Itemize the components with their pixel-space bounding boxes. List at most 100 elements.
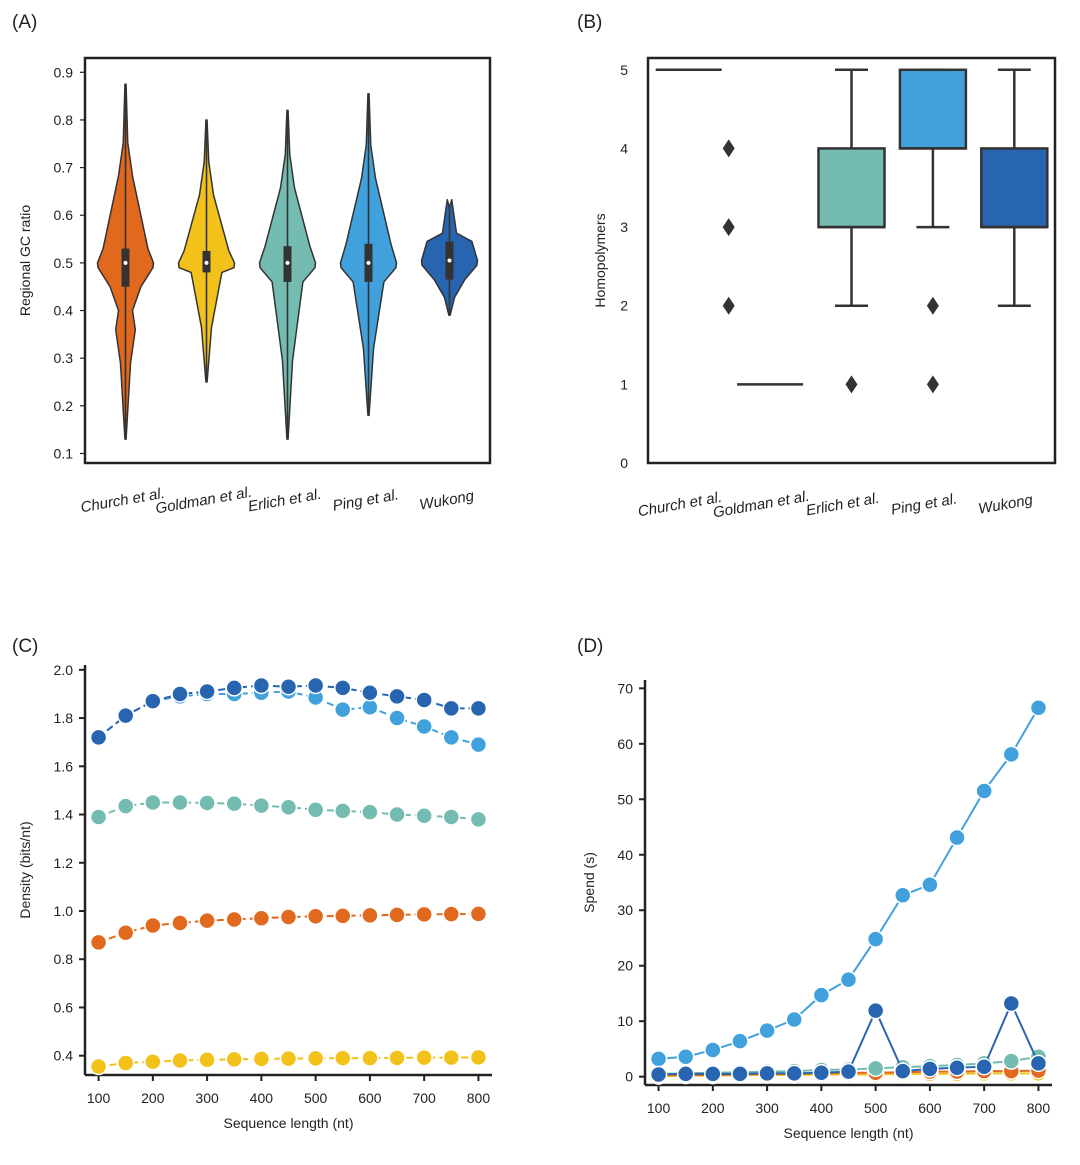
panel-b: (B) 0 1 2 3 4 5 Homopolymers Church et al.Goldma… <box>577 12 1057 521</box>
y-tick-label: 0.2 <box>54 398 74 414</box>
y-tick-label: 5 <box>620 62 628 78</box>
series-point-wukong <box>812 1064 831 1082</box>
series-point-erlich <box>225 794 243 813</box>
series-point-erlich <box>279 798 298 817</box>
outlier-diamond <box>722 296 735 315</box>
y-tick-label: 0.7 <box>54 160 74 176</box>
y-tick-label: 10 <box>617 1013 633 1029</box>
series-point-wukong <box>1029 1054 1048 1073</box>
series-point-wukong <box>758 1064 776 1083</box>
series-point-wukong <box>866 1001 885 1020</box>
series-point-wukong <box>469 699 488 718</box>
y-tick-label: 0.8 <box>54 951 74 967</box>
x-tick-label: 400 <box>250 1090 274 1106</box>
series-point-wukong <box>198 682 216 701</box>
series-point-church <box>415 905 433 924</box>
series-point-wukong <box>731 1065 749 1083</box>
x-tick-label: 500 <box>864 1100 888 1116</box>
x-axis-title: Sequence length (nt) <box>224 1115 354 1131</box>
x-tick-label: 700 <box>412 1090 436 1106</box>
y-tick-label: 30 <box>617 902 633 918</box>
y-axis-title: Homopolymers <box>592 213 608 307</box>
series-point-wukong <box>144 692 162 710</box>
series-point-ping <box>758 1021 776 1040</box>
series-point-ping <box>975 782 993 800</box>
outlier-diamond <box>926 375 939 394</box>
series-point-goldman <box>306 1049 325 1068</box>
x-category-label: Erlich et al. <box>805 490 881 520</box>
series-point-church <box>225 910 243 929</box>
violin-median-dot <box>285 260 290 265</box>
x-tick-label: 100 <box>87 1090 111 1106</box>
panel-c: (C) 0.4 0.6 0.8 1.0 1.2 1.4 1.6 1.8 2.0 100 200 300 4… <box>12 636 492 1131</box>
series-point-erlich <box>144 793 162 812</box>
series-point-erlich <box>334 802 352 820</box>
series-point-ping <box>785 1010 803 1029</box>
x-category-label: Goldman et al. <box>154 484 253 518</box>
x-tick-label: 500 <box>304 1090 328 1106</box>
series-point-ping <box>442 728 461 747</box>
series-point-ping <box>1002 745 1021 764</box>
y-tick-label: 0.9 <box>54 64 74 80</box>
x-category-label: Wukong <box>418 487 476 513</box>
series-point-church <box>442 905 461 923</box>
series-point-ping <box>866 930 885 948</box>
y-tick-label: 0.8 <box>54 112 74 128</box>
series-point-ping <box>1029 698 1048 717</box>
series-point-ping <box>894 886 912 905</box>
y-tick-label: 1 <box>620 376 628 392</box>
series-point-ping <box>415 717 433 736</box>
series-point-wukong <box>225 679 243 697</box>
x-tick-label: 200 <box>141 1090 165 1106</box>
series-point-church <box>116 923 135 942</box>
series-point-goldman <box>388 1049 406 1067</box>
violin-iqr-box <box>121 248 130 287</box>
y-tick-label: 2 <box>620 298 628 314</box>
x-category-label: Ping et al. <box>331 486 400 514</box>
series-point-wukong <box>839 1062 858 1081</box>
y-tick-label: 60 <box>617 736 633 752</box>
series-point-wukong <box>442 699 461 718</box>
y-tick-label: 20 <box>617 958 633 974</box>
y-tick-label: 0.6 <box>54 207 74 223</box>
series-point-ping <box>469 735 488 754</box>
violin-median-dot <box>366 260 371 265</box>
series-point-wukong <box>649 1065 668 1084</box>
y-axis-title: Regional GC ratio <box>17 205 33 316</box>
x-tick-label: 400 <box>810 1100 834 1116</box>
series-point-wukong <box>894 1062 912 1080</box>
series-point-church <box>144 916 162 935</box>
series-point-goldman <box>442 1048 461 1067</box>
series-line-ping <box>658 707 1040 1060</box>
series-point-wukong <box>785 1064 803 1083</box>
series-point-church <box>361 906 379 925</box>
series-point-wukong <box>279 677 298 696</box>
y-tick-label: 1.2 <box>54 855 74 871</box>
x-category-label: Ping et al. <box>890 490 959 518</box>
violin-median-dot <box>204 260 209 265</box>
series-point-ping <box>731 1032 749 1050</box>
series-point-erlich <box>1002 1052 1021 1070</box>
series-point-wukong <box>975 1057 993 1076</box>
x-tick-label: 200 <box>701 1100 725 1116</box>
series-point-erlich <box>361 803 379 821</box>
y-tick-label: 1.6 <box>54 758 74 774</box>
series-point-goldman <box>89 1057 108 1076</box>
series-point-goldman <box>198 1051 216 1069</box>
series-point-goldman <box>361 1049 379 1067</box>
x-tick-label: 300 <box>755 1100 779 1116</box>
outlier-diamond <box>722 218 735 237</box>
panel-a-label: (A) <box>12 12 37 33</box>
x-tick-label: 600 <box>358 1090 382 1106</box>
series-point-erlich <box>198 794 216 812</box>
y-tick-label: 0 <box>620 455 628 471</box>
series-point-wukong <box>704 1065 722 1083</box>
series-point-wukong <box>388 687 406 706</box>
series-point-ping <box>812 986 831 1004</box>
series-point-church <box>252 909 271 927</box>
panel-d: (D) 0 10 20 30 40 50 60 70 100 200 300 400 500 600 700 8… <box>577 636 1052 1141</box>
series-point-erlich <box>171 793 189 812</box>
series-point-wukong <box>171 685 189 703</box>
series-point-goldman <box>171 1051 189 1070</box>
series-point-wukong <box>89 728 108 747</box>
